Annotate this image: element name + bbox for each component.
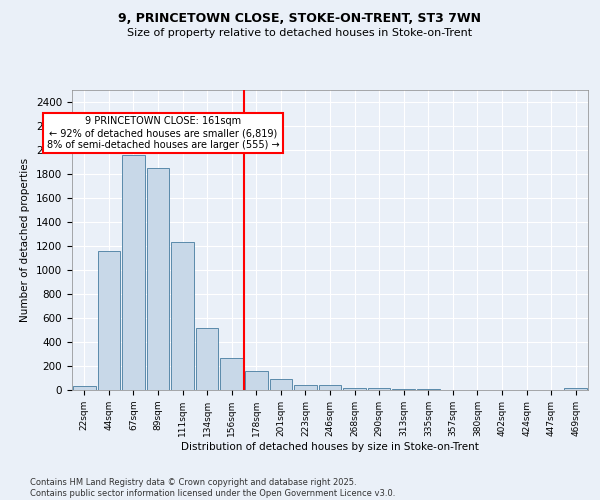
Bar — [319, 384, 341, 390]
Bar — [245, 372, 268, 390]
Bar — [98, 251, 120, 390]
Bar — [368, 388, 391, 390]
Y-axis label: Number of detached properties: Number of detached properties — [20, 158, 31, 322]
Bar — [171, 242, 194, 390]
X-axis label: Distribution of detached houses by size in Stoke-on-Trent: Distribution of detached houses by size … — [181, 442, 479, 452]
Bar — [73, 386, 95, 390]
Bar — [343, 388, 366, 390]
Bar — [294, 384, 317, 390]
Bar — [122, 155, 145, 390]
Bar — [220, 358, 243, 390]
Bar — [146, 168, 169, 390]
Bar — [269, 379, 292, 390]
Bar — [565, 388, 587, 390]
Text: Contains HM Land Registry data © Crown copyright and database right 2025.
Contai: Contains HM Land Registry data © Crown c… — [30, 478, 395, 498]
Text: 9 PRINCETOWN CLOSE: 161sqm
← 92% of detached houses are smaller (6,819)
8% of se: 9 PRINCETOWN CLOSE: 161sqm ← 92% of deta… — [47, 116, 279, 150]
Text: Size of property relative to detached houses in Stoke-on-Trent: Size of property relative to detached ho… — [127, 28, 473, 38]
Text: 9, PRINCETOWN CLOSE, STOKE-ON-TRENT, ST3 7WN: 9, PRINCETOWN CLOSE, STOKE-ON-TRENT, ST3… — [119, 12, 482, 26]
Bar — [196, 328, 218, 390]
